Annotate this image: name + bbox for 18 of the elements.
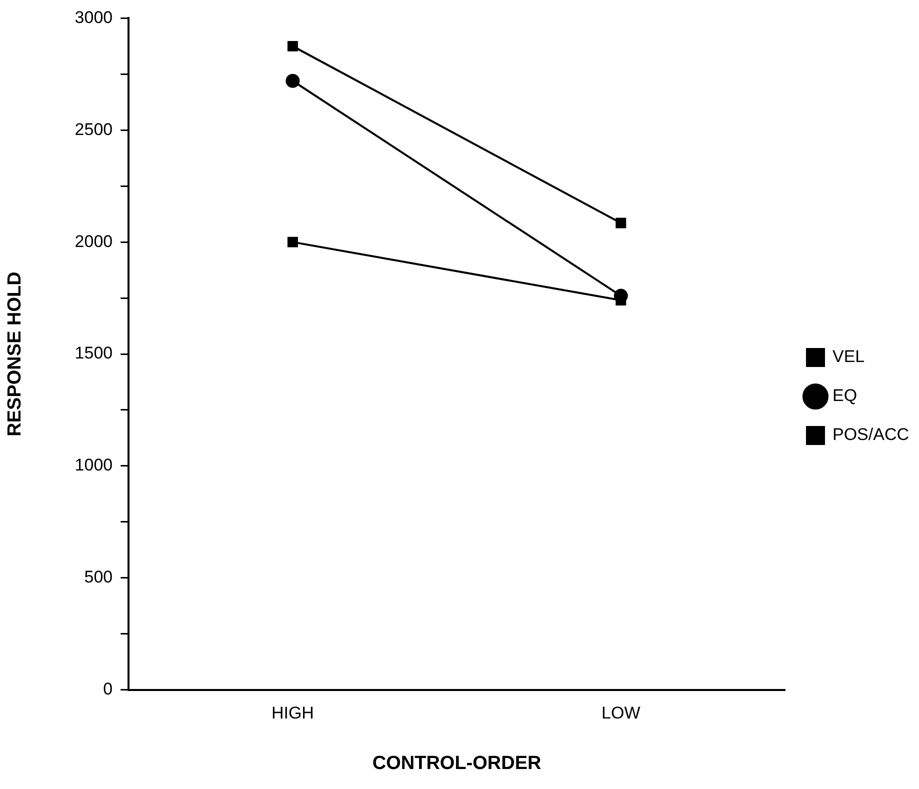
y-tick-label: 2500 (74, 120, 113, 139)
x-tick-label: LOW (602, 704, 640, 723)
point (287, 40, 298, 52)
y-tick-label: 1000 (74, 456, 113, 475)
point (616, 218, 626, 228)
legend-label: EQ (832, 386, 858, 406)
y-tick-label: 0 (103, 679, 113, 698)
point (286, 74, 300, 88)
x-axis-title: CONTROL-ORDER (372, 752, 542, 774)
y-axis-title: RESPONSE HOLD (4, 272, 26, 436)
y-tick-label: 1500 (74, 344, 113, 363)
legend-label: POS/ACC (832, 425, 910, 444)
y-tick-label: 3000 (74, 8, 113, 27)
point (287, 236, 298, 248)
x-tick-label: HIGH (271, 704, 314, 723)
y-tick-label: 2000 (74, 232, 113, 251)
legend-label: VEL (832, 347, 865, 366)
y-tick-label: 500 (84, 568, 113, 587)
